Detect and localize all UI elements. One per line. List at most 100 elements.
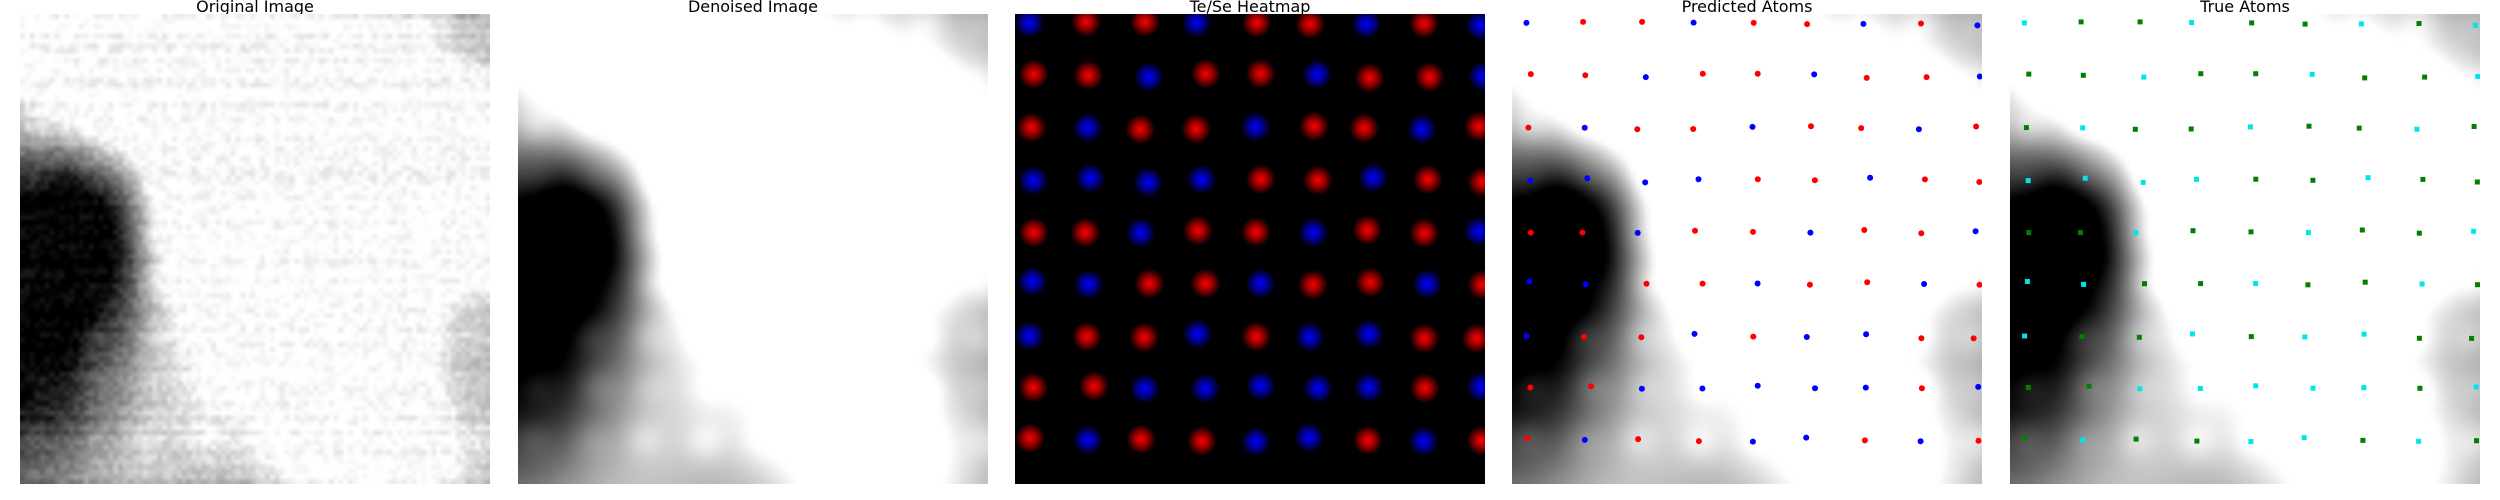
true-se-atom-52: [2419, 281, 2425, 287]
predicted-se-atom-67: [1754, 382, 1761, 389]
predicted-te-atom-75: [1695, 438, 1702, 445]
predicted-se-atom-57: [1691, 330, 1698, 337]
true-se-atom-30: [2194, 176, 2199, 182]
predicted-se-atom-76: [1749, 438, 1756, 445]
true-te-atom-74: [2133, 436, 2139, 442]
panel-true-atoms: True Atoms: [2010, 0, 2480, 484]
true-te-atom-18: [2023, 125, 2029, 131]
predicted-se-atom-28: [1584, 175, 1591, 182]
predicted-se-atom-25: [1915, 126, 1922, 133]
true-te-atom-21: [2188, 126, 2194, 132]
predicted-te-atom-26: [1973, 123, 1980, 130]
true-te-atom-62: [2469, 335, 2475, 341]
true-se-atom-49: [2253, 281, 2259, 286]
predicted-te-atom-61: [1918, 335, 1925, 342]
true-atoms-overlay: [2021, 19, 2480, 445]
predicted-te-atom-10: [1582, 72, 1589, 79]
predicted-se-atom-0: [1523, 19, 1530, 26]
true-se-atom-22: [2248, 124, 2253, 130]
predicted-se-atom-54: [1523, 333, 1530, 339]
predicted-se-atom-52: [1921, 281, 1928, 287]
original-image: [20, 14, 490, 484]
predicted-te-atom-72: [1524, 435, 1530, 442]
true-se-atom-59: [2302, 334, 2308, 340]
true-te-atom-75: [2194, 438, 2200, 444]
true-se-atom-46: [2081, 281, 2087, 287]
predicted-te-atom-1: [1580, 18, 1587, 25]
predicted-te-atom-16: [1923, 74, 1930, 81]
true-se-atom-69: [2361, 385, 2367, 391]
true-se-atom-19: [2080, 125, 2086, 131]
true-se-atom-6: [2358, 21, 2364, 27]
predicted-te-atom-35: [1976, 179, 1982, 185]
predicted-se-atom-45: [1526, 278, 1533, 285]
predicted-te-atom-50: [1806, 281, 1813, 288]
true-te-atom-37: [2077, 230, 2083, 235]
predicted-se-atom-3: [1690, 19, 1697, 26]
true-te-atom-39: [2190, 228, 2196, 234]
predicted-te-atom-58: [1750, 333, 1757, 340]
predicted-te-atom-4: [1750, 19, 1757, 26]
true-se-atom-28: [2082, 175, 2088, 181]
true-se-atom-33: [2365, 175, 2371, 181]
predicted-se-atom-59: [1803, 334, 1810, 340]
true-te-atom-1: [2078, 19, 2084, 25]
predicted-te-atom-55: [1581, 333, 1587, 340]
predicted-te-atom-56: [1638, 334, 1645, 341]
predicted-te-atom-53: [1976, 281, 1982, 288]
predicted-te-atom-7: [1918, 20, 1924, 27]
predicted-te-atom-12: [1699, 70, 1706, 77]
true-te-atom-20: [2132, 126, 2138, 132]
true-te-atom-48: [2198, 281, 2204, 287]
denoised-image: [518, 14, 988, 484]
true-te-atom-55: [2079, 334, 2085, 340]
predicted-te-atom-80: [1975, 437, 1982, 444]
panel-heatmap: Te/Se Heatmap: [1015, 0, 1485, 484]
predicted-se-atom-69: [1862, 384, 1869, 391]
predicted-te-atom-36: [1527, 229, 1534, 236]
predicted-te-atom-23: [1808, 123, 1814, 130]
predicted-te-atom-62: [1970, 335, 1977, 342]
true-te-atom-42: [2359, 227, 2365, 233]
true-se-atom-79: [2416, 438, 2422, 444]
true-te-atom-31: [2253, 176, 2259, 182]
true-se-atom-76: [2248, 439, 2254, 445]
true-te-atom-40: [2248, 229, 2254, 235]
true-te-atom-50: [2305, 282, 2311, 288]
true-te-atom-61: [2416, 335, 2422, 341]
true-te-atom-47: [2142, 281, 2147, 287]
predicted-te-atom-9: [1527, 71, 1534, 78]
predicted-te-atom-15: [1863, 74, 1870, 81]
predicted-se-atom-8: [1974, 22, 1981, 29]
panel-denoised-image: Denoised Image: [518, 0, 988, 484]
true-se-atom-45: [2024, 279, 2030, 284]
predicted-te-atom-31: [1754, 176, 1761, 183]
true-se-atom-25: [2414, 126, 2420, 132]
predicted-se-atom-14: [1811, 71, 1818, 78]
predicted-te-atom-70: [1918, 385, 1925, 392]
predicted-se-atom-60: [1863, 331, 1870, 338]
predicted-te-atom-74: [1635, 436, 1642, 443]
predicted-te-atom-20: [1634, 126, 1641, 133]
true-se-atom-0: [2021, 20, 2027, 26]
true-te-atom-7: [2416, 21, 2422, 26]
predicted-se-atom-71: [1975, 383, 1982, 390]
predicted-se-atom-33: [1867, 174, 1874, 181]
true-te-atom-35: [2474, 179, 2480, 185]
te-se-heatmap: [1015, 14, 1485, 484]
true-te-atom-12: [2198, 71, 2204, 77]
true-te-atom-15: [2362, 75, 2368, 81]
true-se-atom-57: [2190, 331, 2195, 337]
panel-title-denoised: Denoised Image: [687, 0, 819, 14]
true-se-atom-67: [2253, 383, 2259, 389]
predicted-te-atom-32: [1811, 177, 1818, 184]
true-te-atom-36: [2026, 230, 2032, 236]
true-te-atom-10: [2080, 72, 2086, 78]
true-te-atom-32: [2310, 177, 2316, 183]
true-te-atom-78: [2360, 437, 2366, 443]
predicted-te-atom-13: [1754, 70, 1761, 77]
true-te-atom-2: [2137, 19, 2143, 25]
predicted-se-atom-46: [1582, 281, 1589, 288]
true-te-atom-70: [2417, 385, 2423, 391]
true-te-atom-26: [2471, 124, 2477, 129]
